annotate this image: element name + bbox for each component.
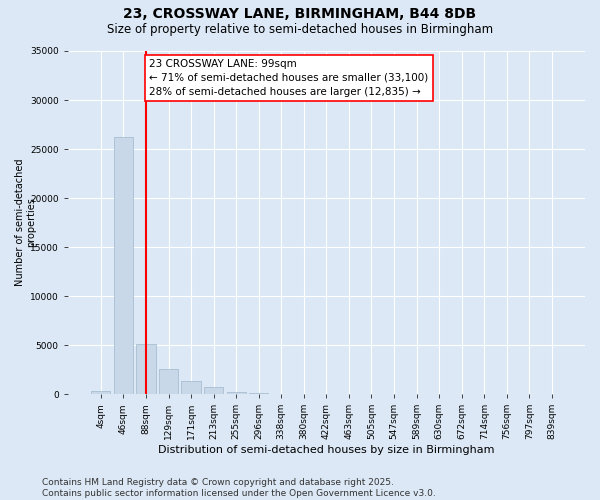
Bar [91,390,110,394]
X-axis label: Distribution of semi-detached houses by size in Birmingham: Distribution of semi-detached houses by … [158,445,494,455]
Bar [181,382,200,394]
Text: 23 CROSSWAY LANE: 99sqm
← 71% of semi-detached houses are smaller (33,100)
28% o: 23 CROSSWAY LANE: 99sqm ← 71% of semi-de… [149,59,428,97]
Bar [159,368,178,394]
Text: Contains HM Land Registry data © Crown copyright and database right 2025.
Contai: Contains HM Land Registry data © Crown c… [42,478,436,498]
Text: 23, CROSSWAY LANE, BIRMINGHAM, B44 8DB: 23, CROSSWAY LANE, BIRMINGHAM, B44 8DB [124,8,476,22]
Y-axis label: Number of semi-detached
properties: Number of semi-detached properties [15,159,37,286]
Bar [136,344,155,394]
Bar [204,387,223,394]
Bar [114,138,133,394]
Text: Size of property relative to semi-detached houses in Birmingham: Size of property relative to semi-detach… [107,22,493,36]
Bar [227,392,246,394]
